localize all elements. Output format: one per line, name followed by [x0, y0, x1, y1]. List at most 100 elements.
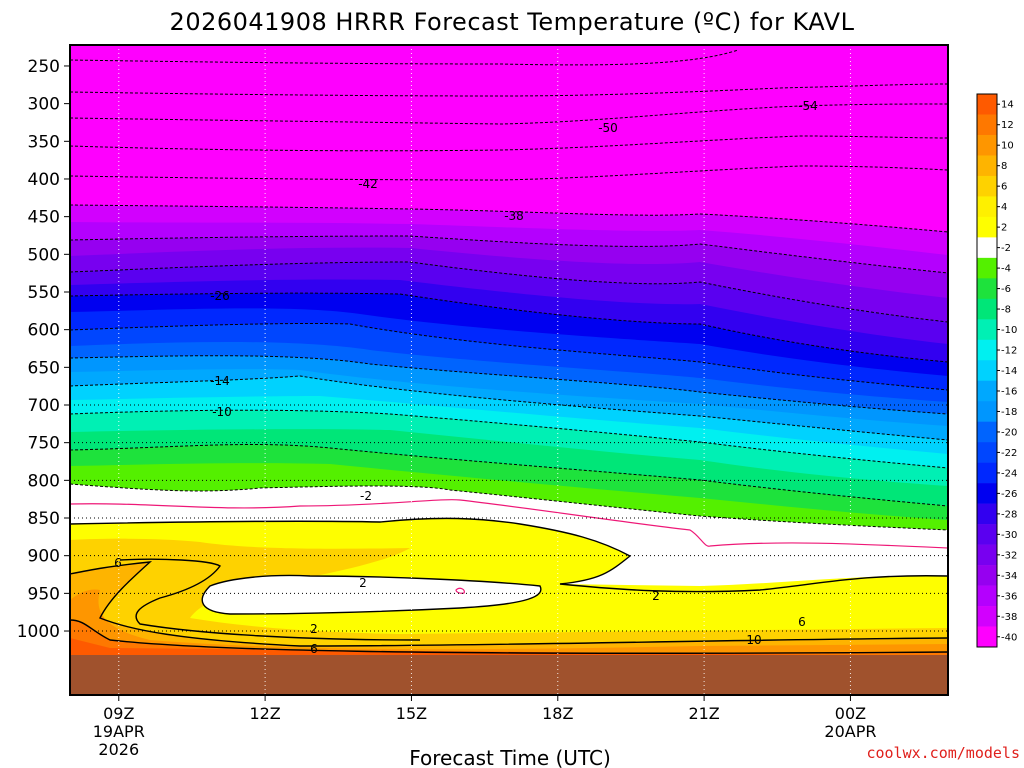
colorbar-swatch	[977, 462, 997, 484]
x-tick-label: 00Z	[835, 704, 866, 723]
contour-label: -42	[358, 177, 378, 191]
colorbar-label: -12	[1001, 346, 1017, 357]
colorbar-swatch	[977, 401, 997, 423]
gridlines	[70, 45, 948, 695]
x-tick-label: 15Z	[396, 704, 427, 723]
colorbar-label: -18	[1001, 407, 1017, 418]
plot-frame	[69, 44, 949, 696]
y-tick-label: 850	[28, 509, 60, 529]
colorbar-label: -8	[1001, 305, 1011, 316]
colorbar-label: -20	[1001, 427, 1017, 438]
contour-line	[70, 49, 739, 66]
colorbar-label: -24	[1001, 468, 1017, 479]
y-tick-label: 900	[28, 547, 60, 567]
x-tick-label: 18Z	[542, 704, 573, 723]
colorbar-swatch	[977, 421, 997, 443]
x-tick-year: 2026	[98, 740, 139, 759]
contour-line	[70, 235, 948, 274]
inversion-white-pocket	[202, 575, 541, 614]
contour-label: -26	[210, 289, 230, 303]
contour-label: 10	[746, 633, 761, 647]
colorbar-swatch	[977, 319, 997, 341]
y-tick-label: 400	[28, 170, 60, 190]
colorbar-label: -34	[1001, 571, 1017, 582]
zero-degree-line	[70, 499, 948, 549]
colorbar-swatch	[977, 442, 997, 463]
colorbar-swatch	[977, 585, 997, 607]
credit-text: coolwx.com/models	[866, 744, 1020, 762]
x-tick-date: 19APR	[93, 722, 145, 741]
chart-title: 2026041908 HRRR Forecast Temperature (ºC…	[170, 8, 855, 36]
colorbar-label: -30	[1001, 530, 1017, 541]
colorbar-swatch	[977, 237, 997, 259]
contour-line	[70, 135, 948, 152]
right-white-pocket	[630, 553, 948, 585]
colorbar-label: -28	[1001, 509, 1017, 520]
contour-line	[70, 83, 948, 97]
colorbar-swatch	[977, 155, 997, 177]
contour-line	[70, 322, 948, 391]
y-tick-label: 1000	[17, 622, 60, 642]
contour-line	[70, 103, 948, 125]
colorbar-label: 6	[1001, 182, 1007, 193]
colorbar-label: -32	[1001, 550, 1017, 561]
colorbar-swatch	[977, 483, 997, 504]
colorbar-swatch	[977, 298, 997, 320]
x-tick-date: 20APR	[824, 722, 876, 741]
y-tick-label: 650	[28, 358, 60, 378]
contour-line	[70, 517, 948, 593]
contour-label: 2	[652, 589, 660, 603]
colorbar-swatch	[977, 524, 997, 545]
colorbar-swatch	[977, 503, 997, 525]
surface-fill	[70, 655, 948, 695]
y-tick-label: 250	[28, 57, 60, 77]
temperature-field	[70, 45, 948, 695]
contour-line	[70, 561, 948, 647]
colorbar-label: -2	[1001, 243, 1011, 254]
contour-label: 2	[310, 622, 318, 636]
contour-line	[201, 574, 542, 615]
colorbar-swatch	[977, 380, 997, 402]
y-tick-label: 950	[28, 584, 60, 604]
colorbar-label: -40	[1001, 632, 1017, 643]
y-axis: 250 300 350 400 450 500 550 600 650 700 750 800 850 9…	[17, 57, 70, 642]
x-tick-label: 12Z	[249, 704, 280, 723]
colorbar-label: 12	[1001, 120, 1014, 131]
colorbar-label: 4	[1001, 202, 1007, 213]
contour-label: -50	[598, 121, 618, 135]
colorbar-label: -6	[1001, 284, 1011, 295]
y-tick-label: 700	[28, 396, 60, 416]
colorbar-label: -14	[1001, 366, 1017, 377]
y-tick-label: 800	[28, 471, 60, 491]
contour-line	[119, 558, 421, 641]
contour-line	[70, 292, 948, 363]
y-tick-label: 350	[28, 132, 60, 152]
contour-line	[70, 375, 948, 441]
colorbar-swatch	[977, 114, 997, 136]
colorbar-label: 2	[1001, 223, 1007, 234]
colorbar-label: 10	[1001, 141, 1014, 152]
colorbar-swatch	[977, 626, 997, 648]
colorbar-label: -26	[1001, 489, 1017, 500]
colorbar-swatch	[977, 196, 997, 218]
colorbar-label: -4	[1001, 264, 1011, 275]
zero-degree-loop	[455, 587, 465, 594]
contour-label: -38	[504, 209, 524, 223]
colorbar-swatch	[977, 360, 997, 382]
colorbar-swatch	[977, 278, 997, 300]
colorbar-label: 8	[1001, 161, 1007, 172]
contour-labels: -54 -50 -42 -38 -26 -14 -10 -2 6 2 2 2 6…	[114, 99, 818, 656]
contour-line	[70, 409, 948, 469]
y-tick-label: 600	[28, 321, 60, 341]
contour-label: -2	[360, 489, 372, 503]
contour-label: 2	[359, 576, 367, 590]
zero-contour	[70, 499, 948, 594]
y-tick-label: 750	[28, 434, 60, 454]
contour-label: -14	[210, 374, 230, 388]
colorbar-swatch	[977, 339, 997, 361]
contour-label: 6	[798, 615, 806, 629]
y-tick-label: 500	[28, 245, 60, 265]
contour-label: 6	[114, 556, 122, 570]
